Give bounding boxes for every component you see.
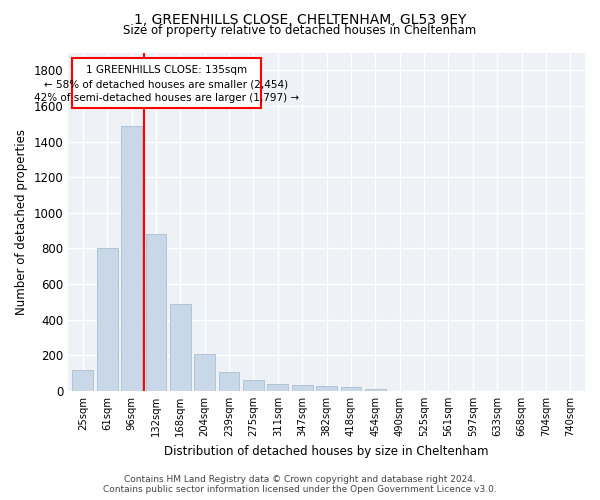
FancyBboxPatch shape [72, 58, 261, 108]
Bar [219, 372, 239, 391]
Text: 42% of semi-detached houses are larger (1,797) →: 42% of semi-detached houses are larger (… [34, 92, 299, 102]
Bar [243, 380, 264, 391]
Bar [97, 248, 118, 391]
Bar [292, 384, 313, 391]
Bar [341, 387, 361, 391]
X-axis label: Distribution of detached houses by size in Cheltenham: Distribution of detached houses by size … [164, 444, 489, 458]
Text: 1, GREENHILLS CLOSE, CHELTENHAM, GL53 9EY: 1, GREENHILLS CLOSE, CHELTENHAM, GL53 9E… [134, 12, 466, 26]
Text: Size of property relative to detached houses in Cheltenham: Size of property relative to detached ho… [124, 24, 476, 37]
Bar [146, 234, 166, 391]
Text: ← 58% of detached houses are smaller (2,454): ← 58% of detached houses are smaller (2,… [44, 80, 289, 90]
Bar [194, 354, 215, 391]
Bar [73, 370, 93, 391]
Bar [268, 384, 288, 391]
Bar [170, 304, 191, 391]
Text: 1 GREENHILLS CLOSE: 135sqm: 1 GREENHILLS CLOSE: 135sqm [86, 66, 247, 76]
Bar [365, 389, 386, 391]
Bar [121, 126, 142, 391]
Bar [316, 386, 337, 391]
Y-axis label: Number of detached properties: Number of detached properties [15, 128, 28, 314]
Text: Contains HM Land Registry data © Crown copyright and database right 2024.
Contai: Contains HM Land Registry data © Crown c… [103, 474, 497, 494]
